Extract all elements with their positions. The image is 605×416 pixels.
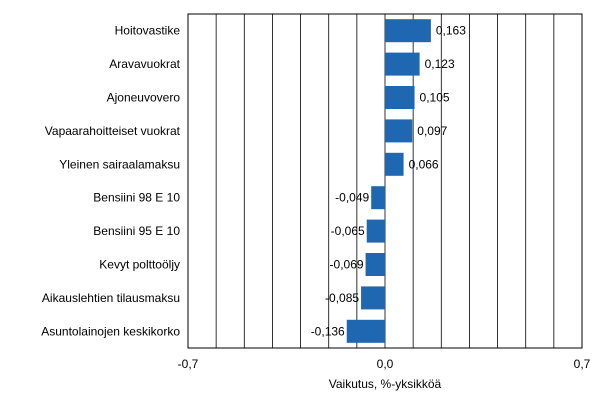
x-tick-label: 0,0 <box>377 357 394 371</box>
data-label: -0,065 <box>331 224 365 238</box>
data-label: -0,085 <box>325 291 359 305</box>
category-label: Ajoneuvovero <box>107 91 181 105</box>
bar <box>366 219 385 243</box>
data-label: -0,136 <box>311 324 345 338</box>
bar <box>385 152 404 176</box>
x-tick-label: 0,7 <box>574 357 591 371</box>
bar <box>385 86 415 109</box>
bar <box>385 119 413 143</box>
bars <box>346 19 431 343</box>
bar <box>385 19 431 43</box>
category-label: Asuntolainojen keskikorko <box>41 324 180 338</box>
bar <box>371 186 385 210</box>
category-label: Kevyt polttoöljy <box>99 258 180 272</box>
data-label: -0,049 <box>335 191 369 205</box>
plot-frame <box>187 13 583 349</box>
data-label: 0,163 <box>436 24 466 38</box>
grid <box>215 14 555 348</box>
x-axis-title: Vaikutus, %-yksikköä <box>329 377 442 391</box>
category-label: Bensiini 95 E 10 <box>93 224 180 238</box>
category-label: Aravavuokrat <box>109 57 180 71</box>
category-label: Aikauslehtien tilausmaksu <box>42 291 180 305</box>
data-label: 0,097 <box>417 124 447 138</box>
value-labels: 0,163 0,123 0,105 0,097 0,066 -0,049 -0,065 -0,… <box>311 24 467 339</box>
bar <box>361 286 385 310</box>
x-tick-labels: -0,7 0,0 0,7 <box>178 357 591 371</box>
category-labels: Hoitovastike Aravavuokrat Ajoneuvovero Vapa… <box>41 24 180 339</box>
data-label: 0,105 <box>420 91 450 105</box>
data-label: 0,123 <box>425 57 455 71</box>
category-label: Hoitovastike <box>115 24 181 38</box>
category-label: Yleinen sairaalamaksu <box>59 157 180 171</box>
bar <box>385 52 420 76</box>
bar <box>346 319 385 343</box>
bar <box>365 253 385 276</box>
x-tick-label: -0,7 <box>178 357 199 371</box>
data-label: -0,069 <box>330 258 364 272</box>
category-label: Vapaarahoitteiset vuokrat <box>45 124 181 138</box>
category-label: Bensiini 98 E 10 <box>93 191 180 205</box>
data-label: 0,066 <box>409 157 439 171</box>
